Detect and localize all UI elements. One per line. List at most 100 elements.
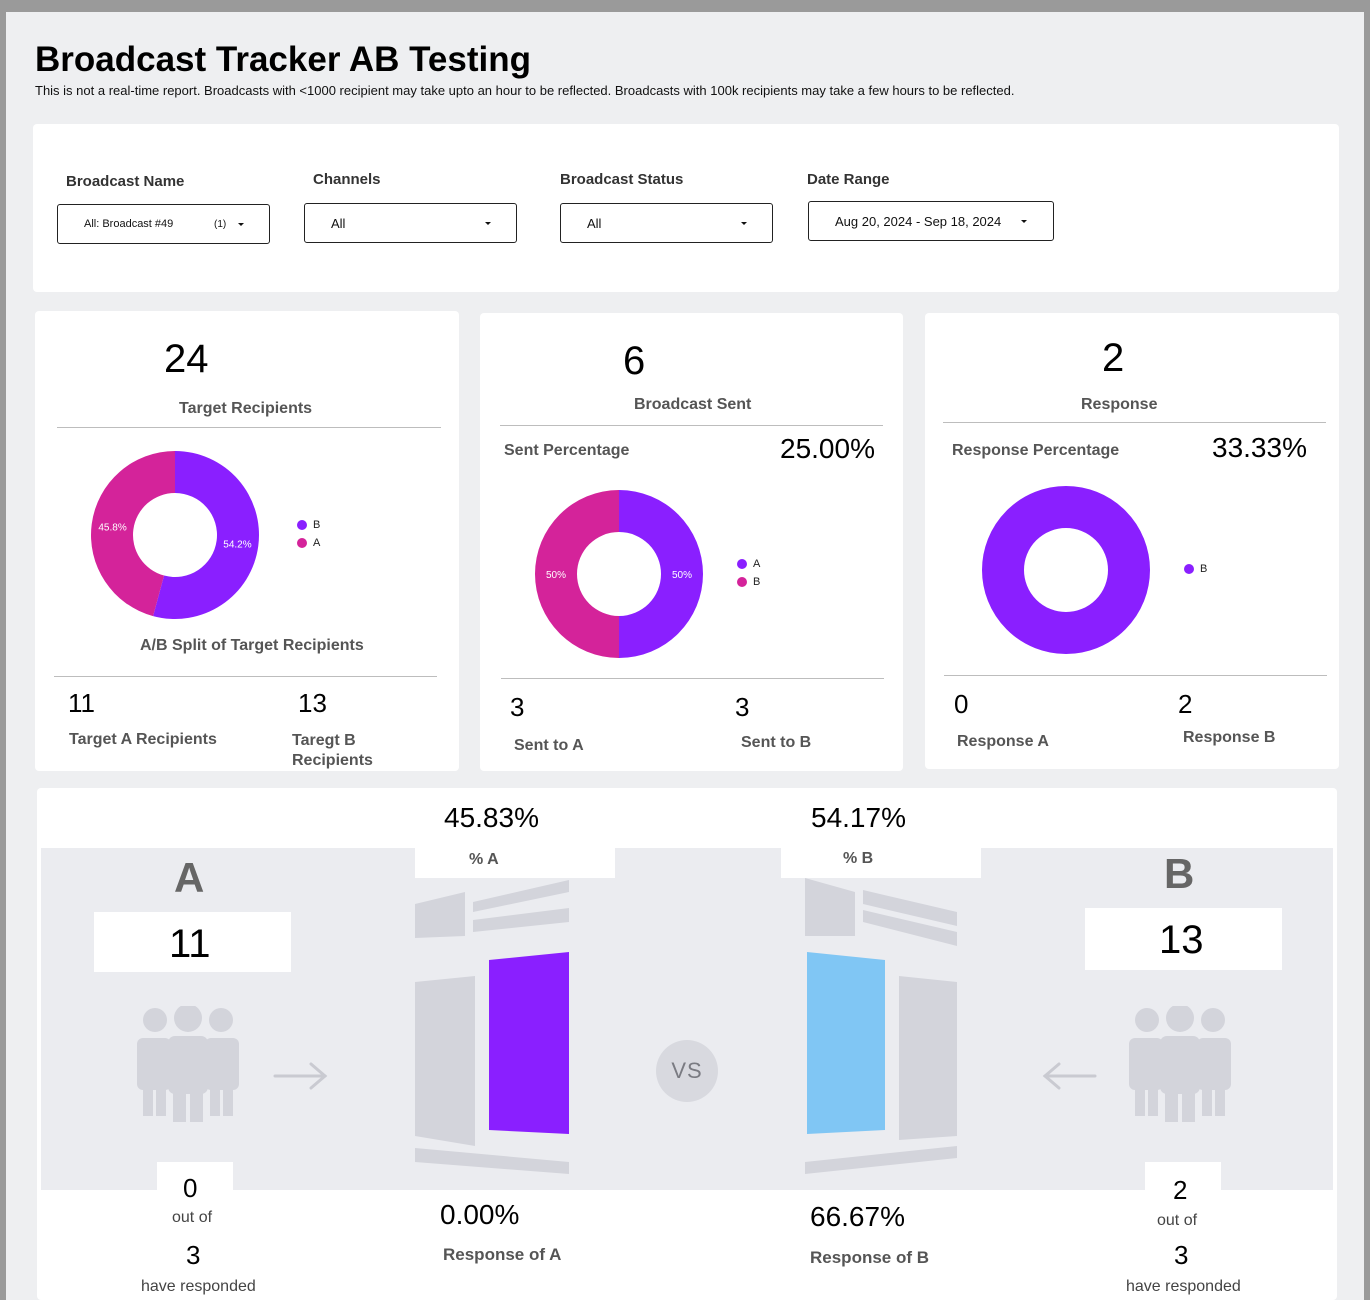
pie-slice-label: 100% <box>1053 566 1079 577</box>
legend-item-b: B <box>737 573 760 591</box>
have-responded-b-label: have responded <box>1126 1278 1241 1295</box>
out-of-a-label: out of <box>172 1209 213 1226</box>
divider <box>944 675 1327 676</box>
pie-slice-a <box>619 490 703 658</box>
pct-b-box <box>781 788 981 878</box>
pie-slice-label: 54.2% <box>223 539 251 550</box>
arrow-right-icon <box>273 1062 328 1090</box>
pie-slice-b <box>982 486 1150 654</box>
date-range-label: Date Range <box>807 171 890 188</box>
sent-a-label: Sent to A <box>514 737 584 754</box>
variant-b-letter: B <box>1164 850 1195 897</box>
response-percentage-label: Response Percentage <box>952 442 1120 459</box>
sent-b-value: 3 <box>735 692 750 722</box>
legend-swatch <box>737 577 747 587</box>
response-label: Response <box>1081 396 1158 413</box>
target-pie-legend: B A <box>297 516 320 552</box>
vs-badge: VS <box>656 1040 718 1102</box>
variant-a-count-box <box>94 912 291 972</box>
page-subtitle: This is not a real-time report. Broadcas… <box>35 83 1015 98</box>
variant-a-letter: A <box>174 854 205 901</box>
target-b-value: 13 <box>298 688 327 718</box>
channels-value: All <box>331 215 346 231</box>
variant-a-bar <box>489 952 569 1134</box>
sent-a-total: 3 <box>186 1240 201 1270</box>
responded-a-value: 0 <box>183 1173 198 1203</box>
date-range-dropdown[interactable]: Aug 20, 2024 - Sep 18, 2024 <box>808 201 1054 241</box>
sent-ab-split-pie: 50% 50% <box>535 490 703 658</box>
legend-swatch <box>1184 564 1194 574</box>
legend-item-a: A <box>297 534 320 552</box>
out-of-b-label: out of <box>1157 1212 1198 1229</box>
pct-b-value: 54.17% <box>811 802 906 833</box>
responded-a-box <box>157 1162 233 1202</box>
broadcast-name-dropdown[interactable]: All: Broadcast #49 (1) <box>57 204 270 244</box>
chevron-down-icon <box>741 222 747 225</box>
broadcast-status-label: Broadcast Status <box>560 171 684 188</box>
target-ab-split-pie: 54.2% 45.8% <box>91 451 260 619</box>
pie-slice-a <box>91 451 175 617</box>
variant-b-count: 13 <box>1159 918 1204 962</box>
sent-percentage-label: Sent Percentage <box>504 442 630 459</box>
target-b-label: Taregt B Recipients <box>292 732 373 769</box>
target-recipients-label: Target Recipients <box>179 400 313 417</box>
variant-a-graphic <box>415 880 569 1174</box>
divider <box>501 678 884 679</box>
target-a-label: Target A Recipients <box>69 731 217 748</box>
have-responded-a-label: have responded <box>141 1278 256 1295</box>
target-recipients-card: 24 Target Recipients 54.2% 45.8% B A A/B … <box>35 311 459 771</box>
divider <box>943 422 1326 423</box>
broadcast-sent-label: Broadcast Sent <box>634 396 752 413</box>
responded-b-value: 2 <box>1173 1175 1188 1205</box>
chevron-down-icon <box>1021 220 1027 223</box>
channels-label: Channels <box>313 171 381 188</box>
chevron-down-icon <box>485 222 491 225</box>
variant-b-count-box <box>1085 908 1282 970</box>
variant-a-count: 11 <box>169 922 211 966</box>
legend-item-a: A <box>737 555 760 573</box>
pct-a-box <box>415 788 615 878</box>
response-b-label: Response B <box>1183 729 1276 746</box>
response-b-pct: 66.67% <box>810 1201 905 1232</box>
response-split-pie: 100% <box>982 486 1150 654</box>
pct-b-label: % B <box>843 850 874 867</box>
responded-b-box <box>1145 1162 1221 1202</box>
response-of-a-label: Response of A <box>443 1245 562 1264</box>
filter-panel: Broadcast Name All: Broadcast #49 (1) Ch… <box>33 124 1339 292</box>
target-recipients-value: 24 <box>164 337 209 381</box>
divider <box>57 427 441 428</box>
response-card: 2 Response Response Percentage 33.33% 10… <box>925 313 1339 769</box>
date-range-value: Aug 20, 2024 - Sep 18, 2024 <box>835 213 1002 229</box>
response-a-value: 0 <box>954 689 969 719</box>
page-title: Broadcast Tracker AB Testing <box>35 40 531 79</box>
divider <box>500 425 883 426</box>
variant-b-graphic <box>805 878 957 1174</box>
response-b-value: 2 <box>1178 689 1193 719</box>
legend-item-b: B <box>1184 560 1207 578</box>
group-b-people-icon <box>1129 1006 1231 1122</box>
pct-a-label: % A <box>469 851 499 868</box>
response-a-pct: 0.00% <box>440 1199 520 1230</box>
sent-a-value: 3 <box>510 692 525 722</box>
chevron-down-icon <box>238 223 244 226</box>
pct-a-value: 45.83% <box>444 802 539 833</box>
legend-swatch <box>737 559 747 569</box>
sent-percentage-value: 25.00% <box>780 433 875 464</box>
response-value: 2 <box>1102 336 1125 380</box>
report-canvas: Broadcast Tracker AB Testing This is not… <box>6 12 1364 1300</box>
broadcast-status-value: All <box>587 215 602 231</box>
target-a-value: 11 <box>68 688 95 718</box>
broadcast-name-value: All: Broadcast #49 <box>84 218 174 230</box>
pie-slice-label: 50% <box>672 570 692 581</box>
legend-swatch <box>297 520 307 530</box>
variant-b-bar <box>807 952 885 1134</box>
divider <box>54 676 437 677</box>
ab-split-title: A/B Split of Target Recipients <box>140 637 364 654</box>
sent-pie-legend: A B <box>737 555 760 591</box>
broadcast-name-label: Broadcast Name <box>66 173 185 190</box>
arrow-left-icon <box>1042 1062 1097 1090</box>
channels-dropdown[interactable]: All <box>304 203 517 243</box>
broadcast-sent-value: 6 <box>623 339 646 383</box>
sent-b-label: Sent to B <box>741 734 812 751</box>
broadcast-status-dropdown[interactable]: All <box>560 203 773 243</box>
